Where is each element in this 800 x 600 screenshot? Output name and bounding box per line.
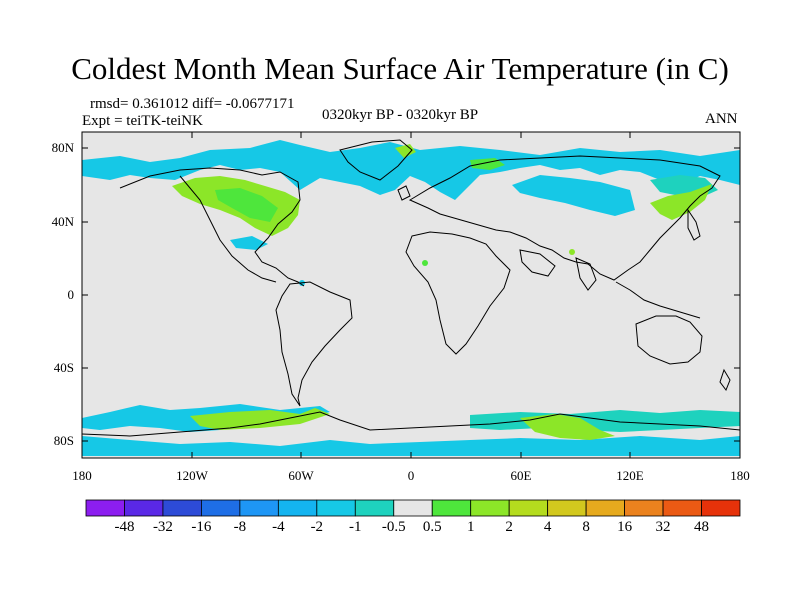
antarctic-cool-band <box>82 436 740 456</box>
colorbar-label: 4 <box>543 519 552 535</box>
colorbar-swatch <box>277 499 318 517</box>
colorbar-label: -0.5 <box>381 519 406 535</box>
north-america-coast <box>119 167 305 287</box>
colorbar-label: -48 <box>114 519 135 535</box>
australia-coast <box>635 315 703 365</box>
lat-label-40n: 40N <box>51 214 74 229</box>
colorbar-swatch <box>585 499 625 517</box>
eurasia-cool-patch <box>512 175 635 216</box>
colorbar-swatch <box>124 499 164 517</box>
colorbar-label: -1 <box>349 519 362 535</box>
colorbar-label: 16 <box>617 519 633 535</box>
japan-coast <box>687 208 701 241</box>
north-america-warm-core <box>215 188 278 222</box>
colorbar-swatch <box>239 499 279 517</box>
colorbar-label: -8 <box>233 519 247 535</box>
eurasia-coast <box>408 155 721 281</box>
southeast-asia-coast <box>615 281 701 319</box>
lat-label-80s: 80S <box>53 433 74 448</box>
arctic-cool-band <box>82 140 740 200</box>
south-america-coast <box>275 281 353 407</box>
colorbar-label: 8 <box>582 519 590 535</box>
north-america-cool-patch <box>230 236 268 250</box>
lon-label-180w: 180 <box>72 468 92 483</box>
colorbar-swatch <box>508 499 549 517</box>
uk-coast <box>397 185 411 201</box>
arabia-coast <box>519 249 556 277</box>
anomaly-fields <box>82 140 740 456</box>
colorbar-swatch <box>316 499 356 517</box>
india-coast <box>575 257 597 291</box>
africa-warm-spot <box>422 260 428 266</box>
arabia-warm-spot <box>569 249 575 255</box>
colorbar-label: 48 <box>694 519 710 535</box>
greenland-warm-patch <box>395 144 416 158</box>
colorbar-label: -16 <box>191 519 212 535</box>
colorbar-swatch <box>354 499 395 517</box>
lon-label-120w: 120W <box>176 468 208 483</box>
map-background <box>82 132 740 458</box>
colorbar-swatch <box>201 499 241 517</box>
experiment-label: Expt = teiTK-teiNK <box>82 113 203 129</box>
lat-label-40s: 40S <box>53 360 74 375</box>
colorbar-swatch <box>85 499 125 517</box>
coastlines <box>81 139 741 437</box>
greenland-coast <box>339 139 413 181</box>
lon-label-120e: 120E <box>616 468 644 483</box>
north-america-west-coast <box>179 175 277 283</box>
lat-label-0: 0 <box>67 287 75 302</box>
colorbar-swatch <box>662 499 702 517</box>
colorbar-swatch <box>470 499 510 517</box>
lon-label-0: 0 <box>407 468 415 483</box>
antarctica-coast <box>81 411 741 437</box>
chart-title: Coldest Month Mean Surface Air Temperatu… <box>71 51 729 86</box>
lon-label-180e: 180 <box>730 468 750 483</box>
colorbar-swatch <box>393 499 433 517</box>
period-label: 0320kyr BP - 0320kyr BP <box>322 107 479 123</box>
colorbar-label: 0.5 <box>422 519 442 535</box>
colorbar-label: -2 <box>310 519 324 535</box>
africa-coast <box>405 231 511 355</box>
colorbar-label: -32 <box>152 519 173 535</box>
colorbar-swatch <box>431 499 472 517</box>
colorbar-swatch <box>547 499 587 517</box>
new-zealand-coast <box>719 368 731 392</box>
lat-label-80n: 80N <box>51 140 74 155</box>
colorbar-label: 32 <box>655 519 671 535</box>
colorbar-label: 1 <box>466 519 475 535</box>
stats-label: rmsd= 0.361012 diff= -0.0677171 <box>90 96 295 112</box>
antarctic-peninsula-warm-patch <box>190 408 330 430</box>
east-asia-warm-patch <box>650 184 712 220</box>
axis-ticks <box>81 132 741 458</box>
lon-label-60w: 60W <box>288 468 314 483</box>
colorbar <box>85 499 741 517</box>
colorbar-swatch <box>701 499 741 517</box>
colorbar-swatch <box>624 499 664 517</box>
east-antarctic-warm-patch <box>520 414 615 440</box>
colorbar-label: 2 <box>505 519 513 535</box>
colorbar-swatch <box>162 499 202 517</box>
lon-label-60e: 60E <box>510 468 532 483</box>
season-label: ANN <box>705 111 738 127</box>
colorbar-label: -4 <box>272 519 285 535</box>
